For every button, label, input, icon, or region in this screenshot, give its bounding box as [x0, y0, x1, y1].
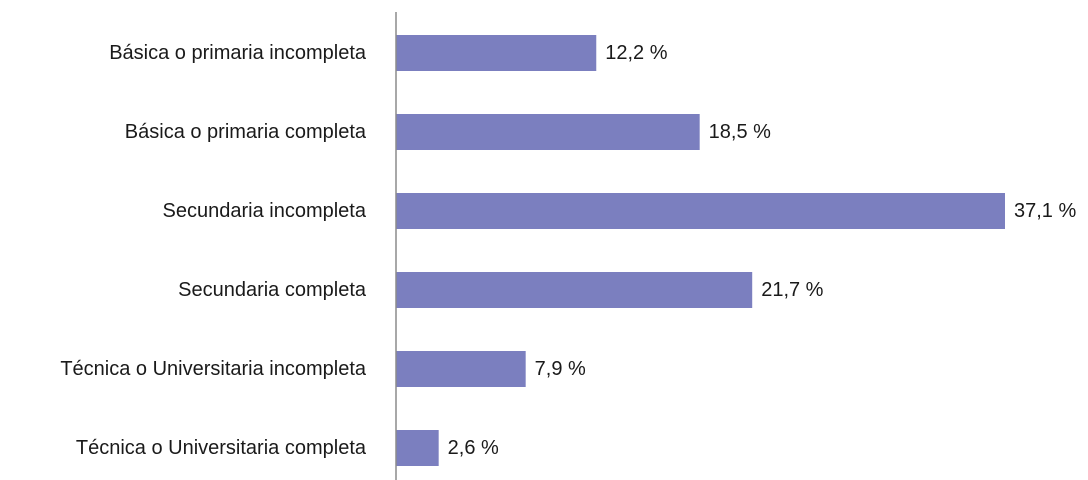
- bar-2: [396, 193, 1005, 229]
- category-labels-group: Básica o primaria incompleta Básica o pri…: [60, 42, 367, 459]
- value-labels-group: 12,2 % 18,5 % 37,1 % 21,7 % 7,9 % 2,6 %: [448, 42, 1077, 459]
- bar-5: [396, 430, 439, 466]
- category-label-0: Básica o primaria incompleta: [109, 42, 367, 64]
- value-label-0: 12,2 %: [605, 42, 667, 64]
- bar-3: [396, 272, 753, 308]
- value-label-4: 7,9 %: [535, 358, 586, 380]
- value-label-5: 2,6 %: [448, 437, 499, 459]
- value-label-2: 37,1 %: [1014, 200, 1076, 222]
- bar-4: [396, 351, 526, 387]
- category-label-3: Secundaria completa: [178, 279, 367, 301]
- bar-0: [396, 35, 597, 71]
- category-label-4: Técnica o Universitaria incompleta: [60, 358, 367, 380]
- bars-group: [396, 35, 1005, 466]
- category-label-1: Básica o primaria completa: [125, 121, 367, 143]
- category-label-5: Técnica o Universitaria completa: [76, 437, 367, 459]
- bar-1: [396, 114, 700, 150]
- value-label-3: 21,7 %: [761, 279, 823, 301]
- value-label-1: 18,5 %: [709, 121, 771, 143]
- category-label-2: Secundaria incompleta: [163, 200, 367, 222]
